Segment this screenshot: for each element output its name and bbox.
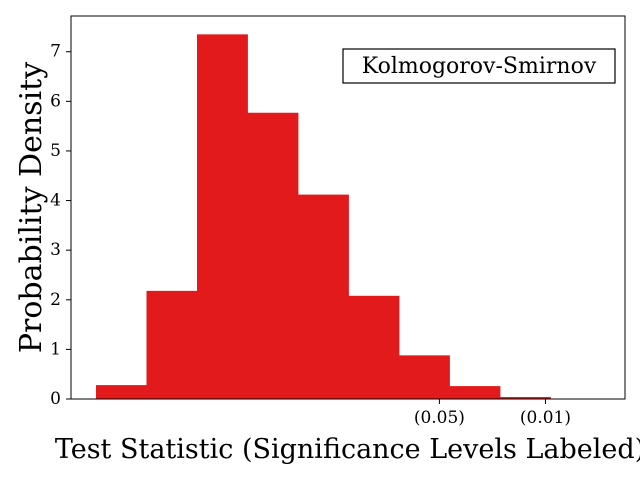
y-tick-label: 5 <box>50 141 61 161</box>
plot-frame <box>70 15 626 400</box>
y-axis-ticks: 0 1 2 3 4 5 6 7 <box>50 42 71 409</box>
histogram-bar <box>197 34 248 400</box>
y-tick-label: 6 <box>50 91 61 111</box>
y-tick-label: 4 <box>50 191 61 211</box>
histogram-bar <box>449 386 501 399</box>
histogram-bar <box>247 112 299 400</box>
annotation-text: Kolmogorov-Smirnov <box>362 54 597 79</box>
y-tick-label: 0 <box>50 389 61 409</box>
y-tick-label: 1 <box>50 339 61 359</box>
x-axis-label: Test Statistic (Significance Levels Labe… <box>55 434 640 465</box>
histogram-bar <box>298 194 349 399</box>
x-axis-ticks: (0.05) (0.01) <box>414 399 571 428</box>
annotation-box: Kolmogorov-Smirnov <box>342 48 616 84</box>
histogram-bar <box>146 290 198 399</box>
histogram-bars <box>96 34 602 400</box>
annotation-frame <box>342 48 616 84</box>
x-tick-label: (0.01) <box>520 408 571 428</box>
histogram-bar <box>399 355 450 399</box>
y-tick-label: 3 <box>50 240 61 260</box>
x-tick-label: (0.05) <box>414 408 465 428</box>
y-axis-label: Probability Density <box>14 62 49 353</box>
y-tick-label: 7 <box>50 42 61 62</box>
histogram-bar <box>96 385 147 399</box>
histogram-bar <box>348 295 400 399</box>
histogram-bar <box>500 397 551 399</box>
y-tick-label: 2 <box>50 290 61 310</box>
